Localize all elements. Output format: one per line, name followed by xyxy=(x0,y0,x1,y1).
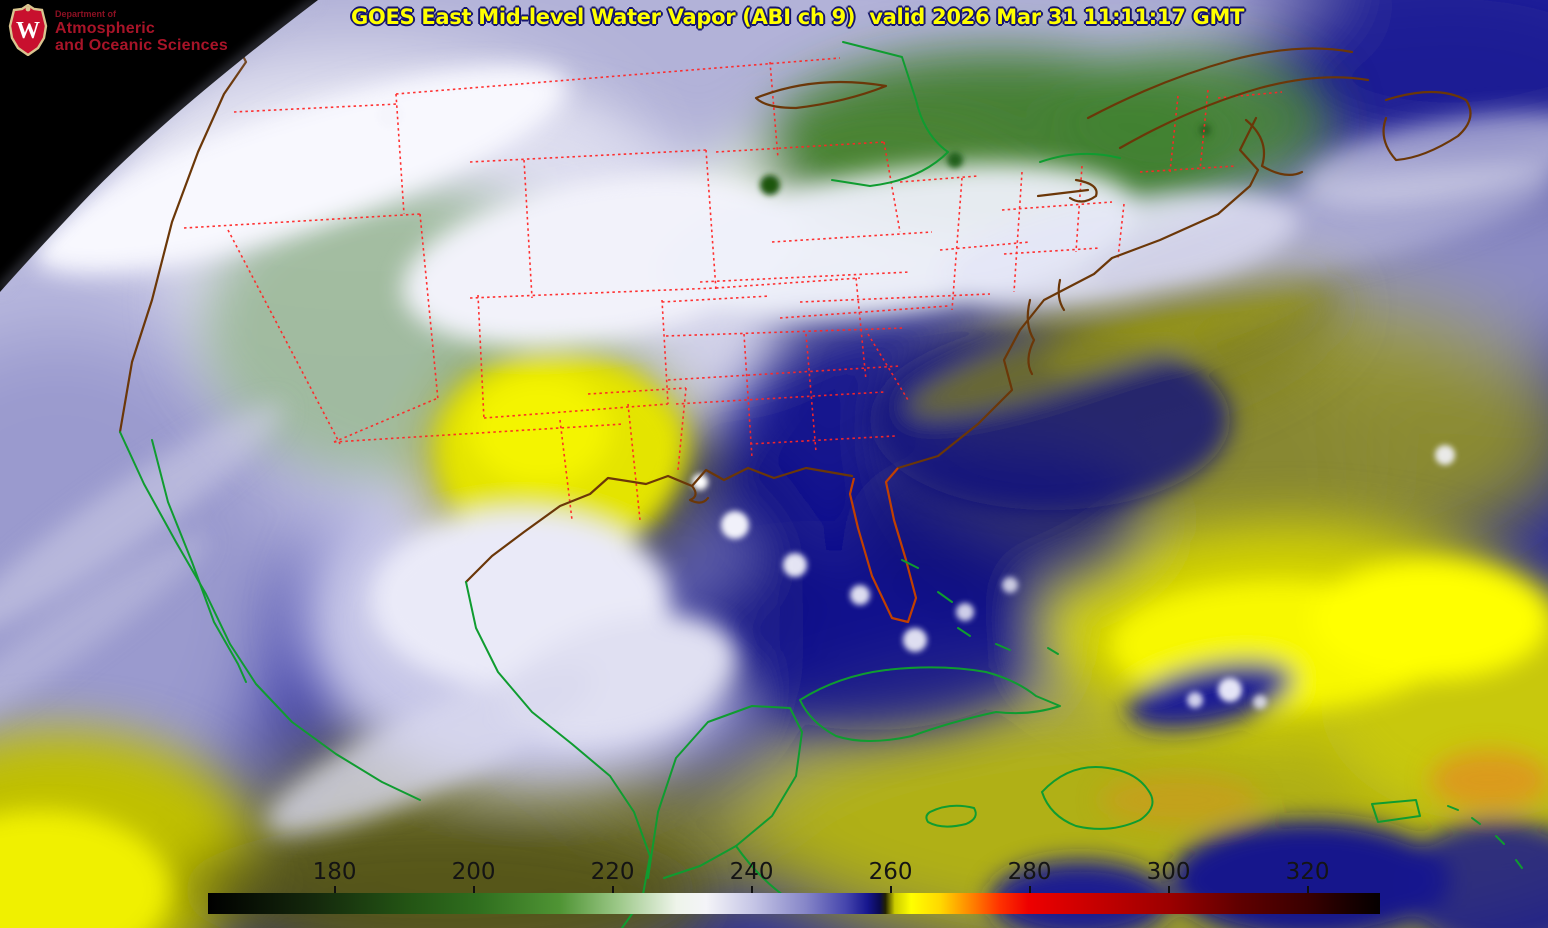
coastlines-green xyxy=(119,41,1523,928)
state-borders xyxy=(183,57,1283,521)
crest-letter: W xyxy=(16,18,40,44)
uw-crest-icon: W xyxy=(8,4,48,56)
image-title: GOES East Mid-level Water Vapor (ABI ch … xyxy=(351,5,1245,29)
logo-department-line: Department of xyxy=(55,9,117,19)
florida-coastline xyxy=(848,467,918,624)
logo-text: Department of Atmospheric and Oceanic Sc… xyxy=(55,4,228,55)
uw-aos-logo: W Department of Atmospheric and Oceanic … xyxy=(8,4,228,56)
space-limb-wedge xyxy=(0,0,318,292)
cloud-specks xyxy=(378,103,1455,709)
temperature-colorbar xyxy=(208,893,1380,914)
logo-line2: and Oceanic Sciences xyxy=(55,37,228,55)
logo-line1: Atmospheric xyxy=(55,20,155,38)
coastlines-brown xyxy=(118,28,1472,584)
earth-limb-glow xyxy=(0,0,320,294)
